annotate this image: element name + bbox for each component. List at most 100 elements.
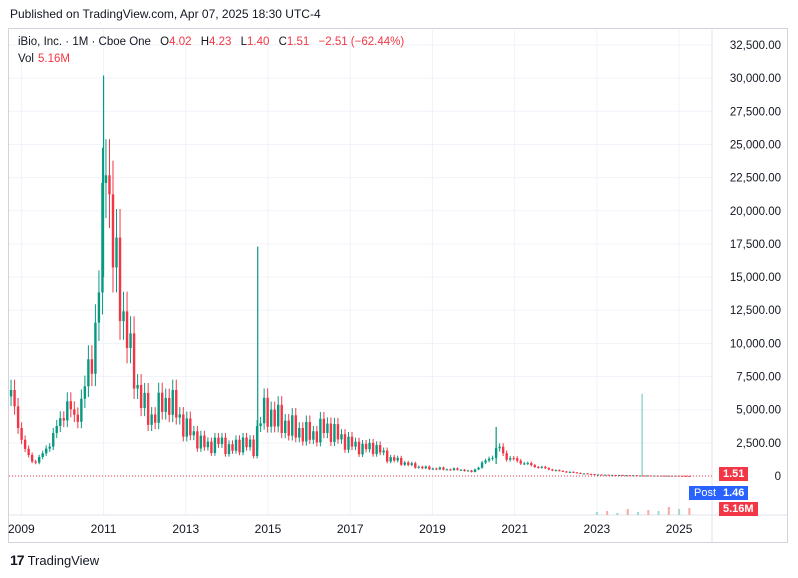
candle-body [266,397,269,427]
candle-body [245,437,248,448]
candle-body [118,237,122,322]
candle-body [600,474,603,476]
candle-body [501,446,505,454]
candle-body [206,441,210,448]
candle-body [603,474,607,476]
candle-body [505,453,508,460]
candle-body [681,475,684,477]
candle-body [607,474,610,476]
candle-body [579,472,582,474]
high-label: H [200,36,210,48]
symbol-title[interactable]: iBio, Inc. · 1M · Cboe One [18,36,151,48]
candle-body [273,409,276,427]
candle-body [322,418,326,434]
candle-body [262,397,266,424]
candle-body [168,397,171,415]
candle-body [435,468,438,470]
candle-body [480,462,484,468]
candle-body [234,439,238,451]
candle-body [614,474,617,476]
y-tick-label: 30,000.00 [730,73,781,85]
close-value: 1.51 [286,36,310,48]
candle-body [252,439,255,457]
x-tick-label: 2009 [8,522,35,536]
candle-body [94,322,97,374]
volume-tag: 5.16M [719,502,758,516]
candle-body [178,414,181,418]
candle-body [491,457,494,459]
candle-body [470,470,473,472]
volume-bar [647,510,650,515]
candle-body [139,384,143,409]
y-tick-label: 7,500.00 [736,372,781,384]
candle-body [87,359,90,387]
x-tick-label: 2021 [501,522,528,536]
volume-bar [616,513,619,515]
candle-body [9,390,13,397]
candle-body [238,439,241,453]
candle-body [442,467,445,470]
candle-body [161,392,164,412]
candle-body [392,457,396,461]
candle-body [660,475,663,477]
candle-body [125,311,129,349]
y-tick-label: 32,500.00 [730,40,781,52]
candle-body [312,431,315,440]
x-tick-label: 2023 [584,522,611,536]
candle-body [421,466,424,469]
candle-body [424,466,428,469]
candle-body [291,415,294,436]
candle-body [37,457,41,463]
candle-body [326,423,329,434]
candle-body [319,418,322,443]
candle-body [269,409,273,427]
candle-body [431,468,435,470]
open-label: O [160,36,170,48]
candle-body [586,473,589,475]
volume-bar [678,509,681,515]
candle-body [452,468,456,471]
candle-body [333,424,336,442]
candle-body [561,470,565,472]
candle-body [530,463,533,466]
candle-body [343,434,347,450]
y-tick-label: 5,000.00 [736,405,781,417]
candle-body [199,435,203,449]
candle-body [301,428,305,442]
candle-body [357,441,361,455]
volume-bar [688,508,691,515]
candle-body [185,418,189,437]
candle-body [146,392,150,425]
candle-body [533,465,536,467]
candle-body [41,453,44,458]
candle-body [547,468,551,470]
candle-body [649,475,652,477]
volume-label: Vol [18,53,34,65]
candle-body [276,404,280,427]
candle-body [171,389,174,415]
y-tick-label: 25,000.00 [730,139,781,151]
candle-body [59,418,62,426]
candle-body [157,392,160,423]
candle-body [16,406,20,428]
candle-body [639,475,642,477]
candle-body [484,460,487,463]
candle-body [414,463,417,468]
tradingview-footer[interactable]: 17 TradingView [10,552,99,568]
candle-body [52,433,55,447]
candle-body [551,469,554,471]
candle-body [610,474,614,476]
volume-bar [606,511,609,515]
chart-frame[interactable] [8,28,788,543]
candle-body [596,474,600,476]
candle-body [646,475,649,477]
candle-body [417,466,420,468]
candle-body [403,462,406,465]
y-tick-label: 0 [775,471,781,483]
y-tick-label: 17,500.00 [730,239,781,251]
candle-body [407,462,410,465]
candle-body [624,475,628,477]
candle-body [667,475,670,477]
candle-body [558,470,561,472]
